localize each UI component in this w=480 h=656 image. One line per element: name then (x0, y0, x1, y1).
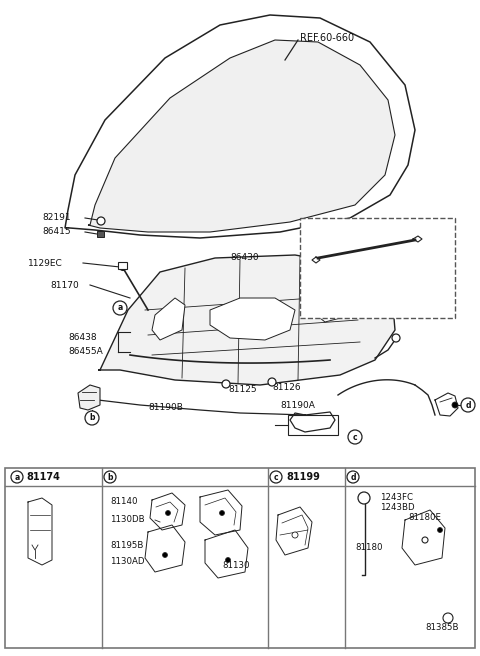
Polygon shape (88, 40, 395, 232)
Circle shape (347, 471, 359, 483)
Circle shape (11, 471, 23, 483)
Text: (GAS LIFT): (GAS LIFT) (308, 224, 357, 232)
Bar (118, 262, 127, 269)
Text: 86455A: 86455A (68, 348, 103, 356)
Polygon shape (152, 298, 185, 340)
Circle shape (461, 398, 475, 412)
Circle shape (85, 411, 99, 425)
Polygon shape (65, 15, 415, 238)
Text: a: a (14, 472, 20, 482)
Circle shape (358, 492, 370, 504)
Text: 81126: 81126 (272, 384, 300, 392)
Polygon shape (98, 255, 395, 385)
Circle shape (292, 532, 298, 538)
Text: c: c (353, 432, 357, 441)
Text: 86430: 86430 (230, 253, 259, 262)
Text: 81195B: 81195B (110, 541, 144, 550)
Text: b: b (89, 413, 95, 422)
Text: 1243BD: 1243BD (380, 504, 415, 512)
Polygon shape (310, 285, 355, 322)
Circle shape (268, 378, 276, 386)
Text: 1129EC: 1129EC (28, 258, 63, 268)
Circle shape (166, 510, 170, 516)
Circle shape (392, 334, 400, 342)
Text: 81161: 81161 (368, 268, 397, 276)
Text: 81180: 81180 (355, 544, 383, 552)
Text: 1243FC: 1243FC (380, 493, 413, 501)
Text: 1130DB: 1130DB (110, 516, 144, 525)
Polygon shape (210, 298, 295, 340)
Circle shape (422, 537, 428, 543)
Text: 81174: 81174 (26, 472, 60, 482)
Circle shape (437, 527, 443, 533)
Circle shape (452, 402, 458, 408)
Text: 81170: 81170 (50, 281, 79, 289)
Bar (288, 415, 338, 435)
Text: 81130: 81130 (222, 560, 250, 569)
Text: 86438: 86438 (68, 333, 96, 342)
Circle shape (270, 471, 282, 483)
Text: c: c (274, 472, 278, 482)
Text: 1130AD: 1130AD (110, 558, 144, 567)
Text: 81180E: 81180E (408, 514, 441, 522)
Circle shape (104, 471, 116, 483)
Text: 81190A: 81190A (280, 401, 315, 409)
Circle shape (443, 613, 453, 623)
Text: 81385B: 81385B (425, 623, 458, 632)
Bar (300, 218, 455, 318)
Text: 81162: 81162 (368, 279, 396, 287)
Circle shape (219, 510, 225, 516)
Circle shape (163, 552, 168, 558)
Polygon shape (78, 385, 100, 410)
Text: 81199: 81199 (286, 472, 320, 482)
Text: 86415: 86415 (42, 228, 71, 237)
Text: d: d (350, 472, 356, 482)
Text: 81163A: 81163A (310, 241, 345, 251)
Text: a: a (118, 304, 122, 312)
Circle shape (113, 301, 127, 315)
Circle shape (226, 558, 230, 562)
Circle shape (348, 430, 362, 444)
Text: 81140: 81140 (110, 497, 137, 506)
Text: d: d (465, 401, 471, 409)
Text: 81190B: 81190B (148, 403, 183, 413)
Text: b: b (107, 472, 113, 482)
Text: REF.60-660: REF.60-660 (300, 33, 354, 43)
Bar (5, 468, 475, 648)
Bar (97, 231, 104, 237)
Text: 82191: 82191 (42, 213, 71, 222)
Circle shape (222, 380, 230, 388)
Text: 81125: 81125 (228, 386, 257, 394)
Circle shape (120, 264, 127, 270)
Circle shape (97, 217, 105, 225)
